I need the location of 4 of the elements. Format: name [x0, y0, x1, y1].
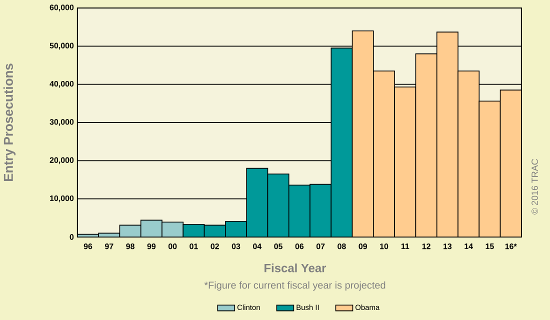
x-axis-title: Fiscal Year — [264, 264, 326, 272]
y-axis-title: Entry Prosecutions — [3, 64, 16, 182]
text: © 2016 TRAC — [532, 158, 538, 214]
text: *Figure for current fiscal year is projected — [204, 281, 386, 291]
